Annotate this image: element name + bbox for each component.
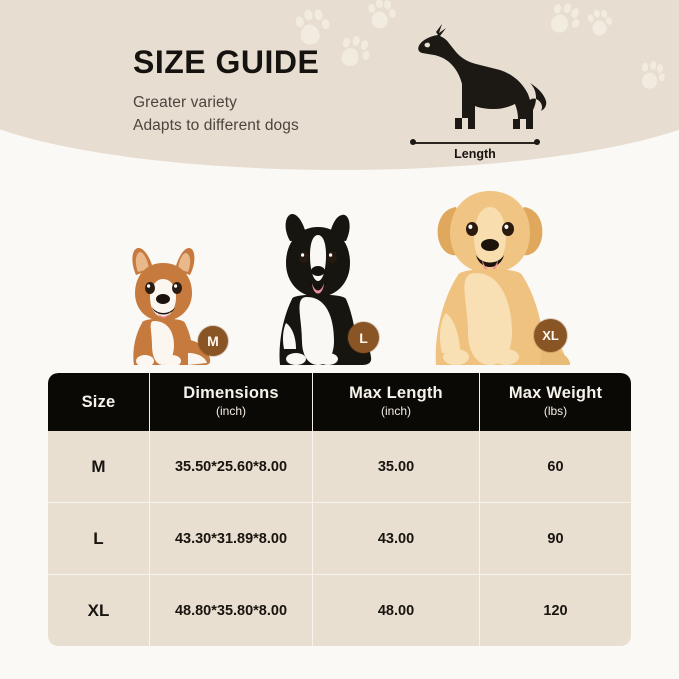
cell-max-weight: 60 bbox=[547, 458, 564, 475]
size-badge-xl: XL bbox=[534, 319, 567, 352]
cell-dimensions: 48.80*35.80*8.00 bbox=[150, 575, 313, 646]
dog-photo-corgi bbox=[112, 235, 220, 365]
cell-max-weight: 120 bbox=[543, 602, 568, 619]
table-header-cell-dimensions: Dimensions (inch) bbox=[150, 373, 313, 431]
header-label: Size bbox=[81, 392, 116, 411]
subtitle-line-1: Greater variety bbox=[133, 94, 238, 111]
table-row: M 35.50*25.60*8.00 35.00 60 bbox=[48, 431, 631, 503]
dog-photo-row bbox=[0, 170, 679, 365]
page-title: SIZE GUIDE bbox=[133, 44, 320, 80]
table-header-cell-size: Size bbox=[48, 373, 150, 431]
cell-dimensions: 35.50*25.60*8.00 bbox=[150, 431, 313, 502]
header-unit: (lbs) bbox=[543, 404, 568, 419]
measure-line bbox=[414, 142, 536, 144]
table-body: M 35.50*25.60*8.00 35.00 60 L 43.30*31.8… bbox=[48, 431, 631, 646]
table-header-cell-max-length: Max Length (inch) bbox=[313, 373, 480, 431]
header-label: Dimensions bbox=[183, 383, 279, 402]
length-measurement-indicator: Length bbox=[410, 138, 540, 162]
header-unit: (inch) bbox=[380, 404, 411, 419]
size-badge-l: L bbox=[348, 322, 379, 353]
measure-endpoint-right bbox=[534, 139, 540, 145]
greyhound-dog-silhouette-icon bbox=[404, 10, 554, 165]
measure-endpoint-left bbox=[410, 139, 416, 145]
table-row: L 43.30*31.89*8.00 43.00 90 bbox=[48, 503, 631, 575]
table-header-row: Size Dimensions (inch) Max Length (inch)… bbox=[48, 373, 631, 431]
cell-size: L bbox=[48, 503, 150, 574]
dog-photo-golden-retriever bbox=[420, 177, 570, 365]
measure-label: Length bbox=[454, 147, 496, 161]
cell-max-length: 35.00 bbox=[313, 431, 480, 502]
header-unit: (inch) bbox=[215, 404, 246, 419]
paw-print-icon bbox=[366, 0, 397, 31]
cell-max-length: 43.00 bbox=[313, 503, 480, 574]
cell-max-length: 48.00 bbox=[313, 575, 480, 646]
paw-print-icon bbox=[638, 58, 668, 91]
paw-print-icon bbox=[585, 5, 616, 38]
cell-size: XL bbox=[48, 575, 150, 646]
header-label: Max Length bbox=[349, 383, 443, 402]
header-label: Max Weight bbox=[508, 383, 603, 402]
subtitle-line-2: Adapts to different dogs bbox=[133, 116, 299, 134]
header-band bbox=[0, 0, 679, 170]
paw-print-icon bbox=[336, 32, 373, 72]
header-text-block: SIZE GUIDE Greater variety Adapts to dif… bbox=[133, 46, 319, 138]
size-table: Size Dimensions (inch) Max Length (inch)… bbox=[48, 373, 631, 646]
cell-max-weight: 90 bbox=[547, 530, 564, 547]
dog-photo-border-collie bbox=[262, 205, 374, 365]
paw-print-icon bbox=[291, 5, 332, 49]
size-badge-m: M bbox=[198, 326, 228, 356]
cell-size: M bbox=[48, 431, 150, 502]
table-row: XL 48.80*35.80*8.00 48.00 120 bbox=[48, 575, 631, 646]
cell-dimensions: 43.30*31.89*8.00 bbox=[150, 503, 313, 574]
table-header-cell-max-weight: Max Weight (lbs) bbox=[480, 373, 631, 431]
